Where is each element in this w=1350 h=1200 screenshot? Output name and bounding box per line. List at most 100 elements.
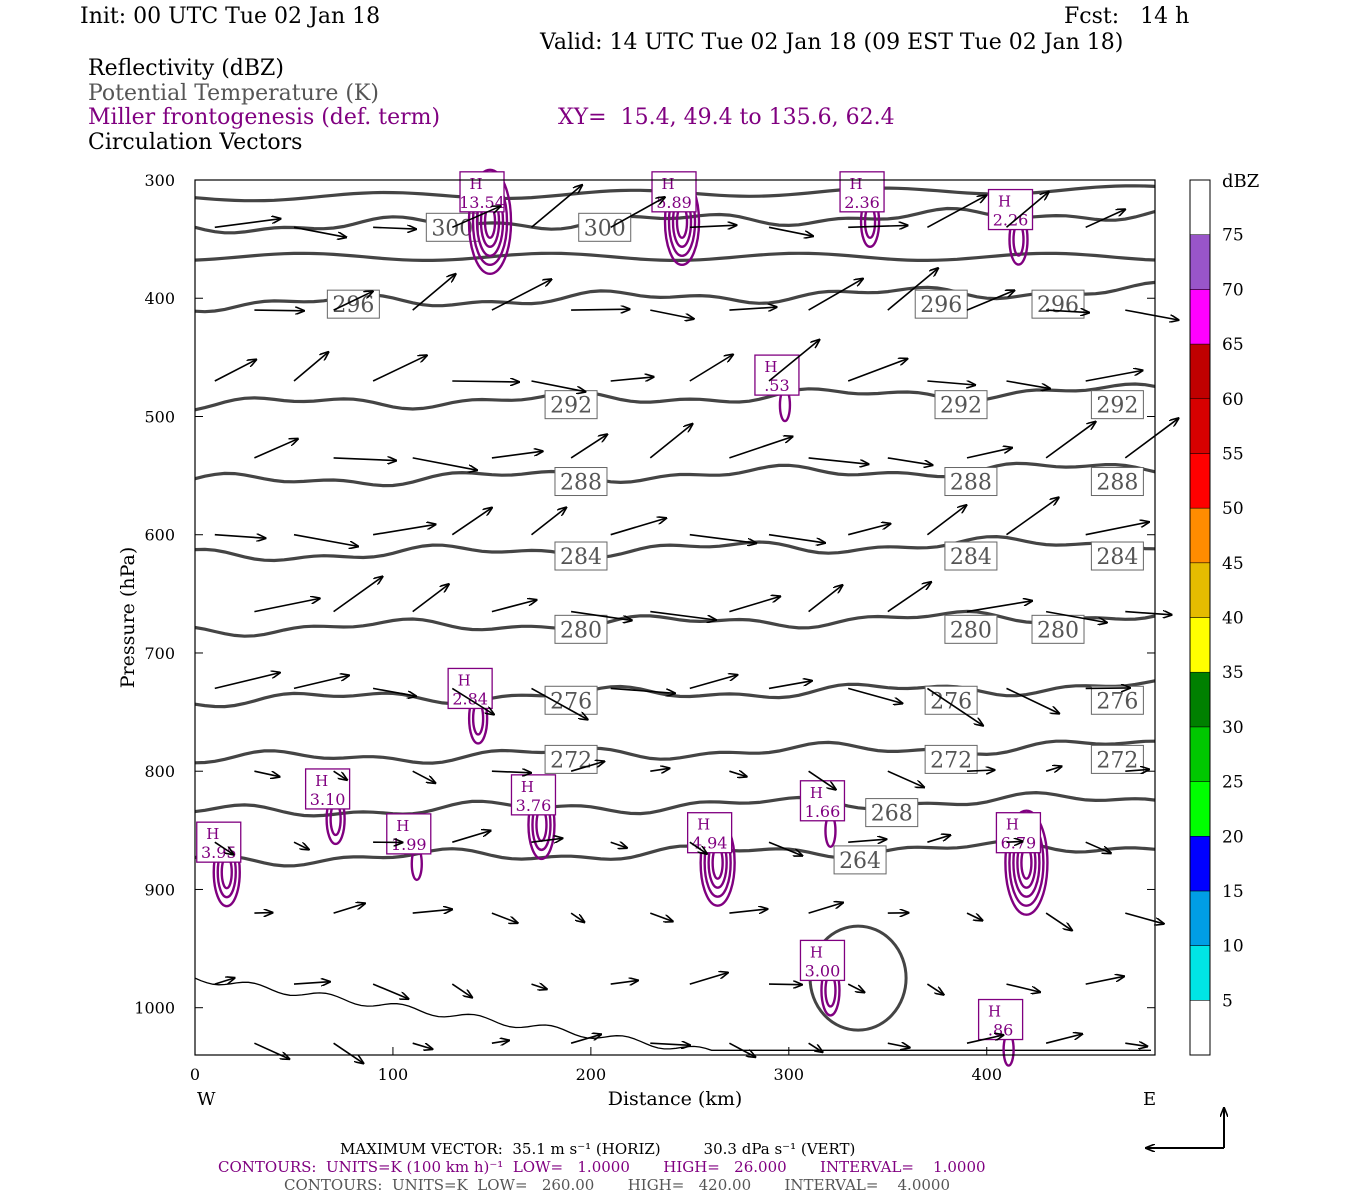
colorbar-bin [1189,234,1211,290]
colorbar-bin [1189,507,1211,564]
circulation-vector [451,206,500,229]
colorbar-bin [1189,617,1211,673]
circulation-vector [293,533,358,547]
circulation-vector [372,524,435,536]
theta-label-text: 272 [930,748,972,773]
circulation-vector [333,770,347,780]
circulation-vector [531,380,586,392]
fronto-max-value: .53 [764,376,789,395]
xy-endpoints: XY= 15.4, 49.4 to 135.6, 62.4 [558,105,895,130]
circulation-vector [650,768,669,771]
theta-contour-264 [194,839,1156,868]
x-tick-label: 0 [190,1065,200,1084]
colorbar-bin [1189,179,1211,235]
circulation-vector [808,279,863,311]
theta-label-text: 284 [560,545,602,570]
circulation-vector [610,197,665,228]
colorbar-bin [1189,343,1211,399]
theta-label-text: 276 [930,689,972,714]
axes: 300 400 500 600 700 800 900 1000 0 100 200 300 400 Di… [117,171,1156,1110]
circulation-vector [1085,370,1143,382]
fronto-max-letter: H [396,817,409,835]
circulation-vector [1124,418,1178,459]
circulation-vector [966,601,1032,613]
circulation-vector [412,909,453,913]
theta-contour-288 [194,461,1156,488]
fronto-max-value: 3.00 [805,961,841,980]
circulation-vector [531,838,563,842]
fronto-max-label: H3.76 [510,774,557,816]
fronto-max-letter: H [697,816,710,834]
fronto-max-value: .86 [988,1021,1013,1040]
circulation-vector [887,582,931,613]
circulation-vector [214,535,266,539]
circulation-vector [333,291,373,311]
circulation-vector [491,279,552,311]
circulation-vector [887,268,938,311]
theta-label-text: 292 [940,394,982,419]
circulation-vector [1006,983,1041,992]
colorbar-label: 75 [1222,226,1244,246]
circulation-vector [570,1034,601,1044]
colorbar-label: 5 [1222,991,1233,1011]
circulation-vector [214,841,234,854]
fronto-max-letter: H [458,671,471,689]
circulation-vector [451,508,492,536]
circulation-vector [808,585,843,613]
circulation-vector [1046,310,1089,313]
theta-contour-268 [194,790,1156,818]
theta-label-text: 292 [550,394,592,419]
circulation-vector [927,380,975,385]
circulation-vector [570,434,607,459]
theta-label: 292 [934,390,988,420]
colorbar-label: 10 [1222,937,1244,957]
circulation-vector [926,983,943,995]
theta-label-text: 296 [1037,293,1079,318]
circulation-vector [491,912,518,923]
colorbar-bin [1189,726,1211,782]
circulation-vector [887,457,933,465]
colorbar-title: dBZ [1222,171,1259,192]
fronto-max-label: H5.89 [651,171,697,213]
x-tick-label: 100 [378,1065,409,1084]
circulation-vector [1006,687,1060,713]
circulation-vector [1085,209,1125,229]
valid-time: Valid: 14 UTC Tue 02 Jan 18 (09 EST Tue … [540,30,1124,55]
theta-label: 280 [554,614,608,644]
circulation-vector [333,1042,364,1063]
circulation-vector [214,360,256,382]
circulation-vector [214,673,280,690]
circulation-vector [412,584,449,613]
theta-label: 272 [1090,744,1144,774]
fronto-max-label: H2.84 [447,667,493,710]
colorbar-bin [1189,890,1211,946]
circulation-vector [412,770,436,783]
circulation-vector [768,841,802,856]
colorbar-frame [1189,179,1211,1056]
fronto-max-label: H2.26 [987,188,1034,231]
colorbar-bin [1189,398,1211,454]
circulation-vector [1045,422,1096,459]
colorbar-label: 60 [1222,390,1244,410]
circulation-vector [887,1043,910,1047]
fronto-max-label: H4.94 [686,812,733,854]
circulation-vector [570,761,604,772]
colorbar-label: 50 [1222,499,1244,519]
circulation-vector [966,770,995,771]
x-tick-label: 200 [576,1065,607,1084]
y-tick-label: 500 [144,407,175,426]
theta-label: 276 [1090,685,1144,715]
circulation-vector [372,687,416,696]
theta-label-text: 280 [950,618,992,643]
x-tick-label: 400 [971,1065,1002,1084]
circulation-vector [333,577,383,613]
field-frontogenesis: Miller frontogenesis (def. term) [88,105,441,130]
fronto-max-value: 6.79 [1001,834,1037,853]
forecast-hour: Fcst: 14 h [1064,4,1190,29]
circulation-vector [1125,912,1164,924]
circulation-vector [1125,309,1178,320]
circulation-vector [966,448,1012,459]
circulation-vector [966,290,1014,311]
colorbar-bin [1189,1000,1211,1056]
